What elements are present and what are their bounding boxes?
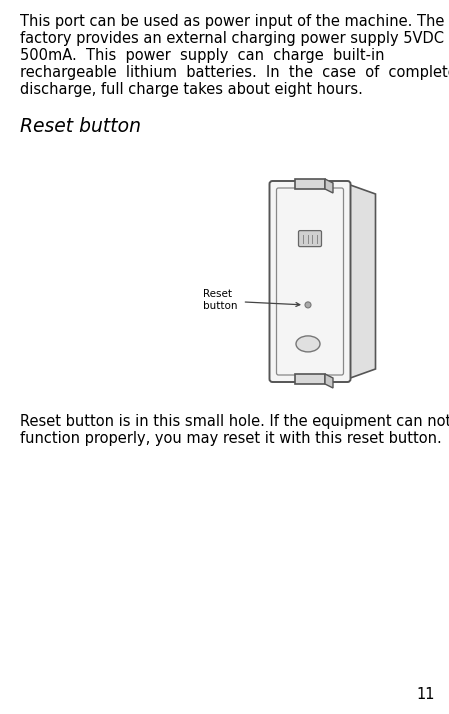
Bar	[295, 374, 325, 384]
Polygon shape	[325, 374, 333, 388]
Text: function properly, you may reset it with this reset button.: function properly, you may reset it with…	[20, 431, 442, 446]
Text: Reset button: Reset button	[20, 117, 141, 136]
Text: Reset button is in this small hole. If the equipment can not: Reset button is in this small hole. If t…	[20, 414, 449, 429]
Text: This port can be used as power input of the machine. The: This port can be used as power input of …	[20, 14, 445, 29]
FancyBboxPatch shape	[299, 231, 321, 246]
Text: factory provides an external charging power supply 5VDC: factory provides an external charging po…	[20, 31, 444, 46]
Text: discharge, full charge takes about eight hours.: discharge, full charge takes about eight…	[20, 82, 363, 97]
Polygon shape	[325, 179, 333, 193]
Text: 11: 11	[417, 687, 435, 702]
FancyArrowPatch shape	[245, 302, 300, 306]
Text: Reset
button: Reset button	[202, 288, 237, 311]
Text: 500mA.  This  power  supply  can  charge  built-in: 500mA. This power supply can charge buil…	[20, 48, 384, 63]
FancyBboxPatch shape	[269, 181, 351, 382]
Ellipse shape	[296, 336, 320, 352]
Text: rechargeable  lithium  batteries.  In  the  case  of  complete: rechargeable lithium batteries. In the c…	[20, 65, 449, 80]
Circle shape	[305, 302, 311, 308]
Polygon shape	[348, 184, 375, 379]
Bar	[295, 179, 325, 189]
